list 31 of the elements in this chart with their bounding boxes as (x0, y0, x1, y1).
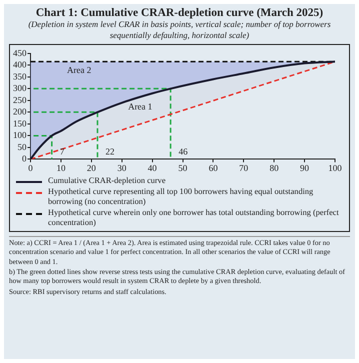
chart-title: Chart 1: Cumulative CRAR-depletion curve (March 2025) (34, 7, 324, 19)
y-tick-label: 50 (18, 142, 27, 152)
chart-subtitle: (Depletion in system level CRAR in basis points, vertical scale; number of top borrowers sequentially defaulting, horizontal scale) (27, 19, 332, 40)
x-tick-label: 80 (270, 163, 280, 174)
annotation: 22 (105, 146, 114, 157)
y-tick-label: 400 (13, 60, 27, 70)
x-tick-label: 70 (239, 163, 249, 174)
y-tick-label: 0 (22, 154, 27, 164)
legend-label: Hypothetical curve representing all top 100 borrowers having equal outstanding borrowing (no concentration) (48, 187, 314, 208)
x-tick-label: 50 (178, 163, 188, 174)
annotation: 46 (178, 146, 188, 157)
y-tick-label: 200 (13, 106, 27, 117)
y-tick-label: 150 (13, 118, 27, 129)
y-tick-label: 450 (13, 48, 27, 58)
x-tick-label: 10 (56, 163, 66, 174)
x-tick-label: 20 (86, 163, 96, 174)
x-tick-label: 100 (328, 163, 342, 174)
x-tick-label: 30 (117, 163, 127, 174)
y-tick-label: 100 (13, 130, 27, 140)
legend-label: Hypothetical curve wherein only one borrower has total outstanding borrowing (perfect concentration) (48, 208, 340, 228)
legend-label: Cumulative CRAR-depletion curve (48, 176, 166, 186)
y-tick-label: 250 (13, 95, 27, 106)
x-tick-label: 0 (28, 163, 34, 174)
annotation: 7 (60, 146, 65, 157)
y-tick-label: 300 (13, 83, 27, 94)
annotation: Area 1 (128, 102, 152, 112)
x-tick-label: 90 (300, 163, 310, 174)
x-tick-label: 40 (148, 163, 158, 174)
y-tick-label: 350 (13, 72, 27, 82)
x-tick-label: 60 (208, 163, 218, 174)
annotation: Area 2 (67, 65, 92, 76)
